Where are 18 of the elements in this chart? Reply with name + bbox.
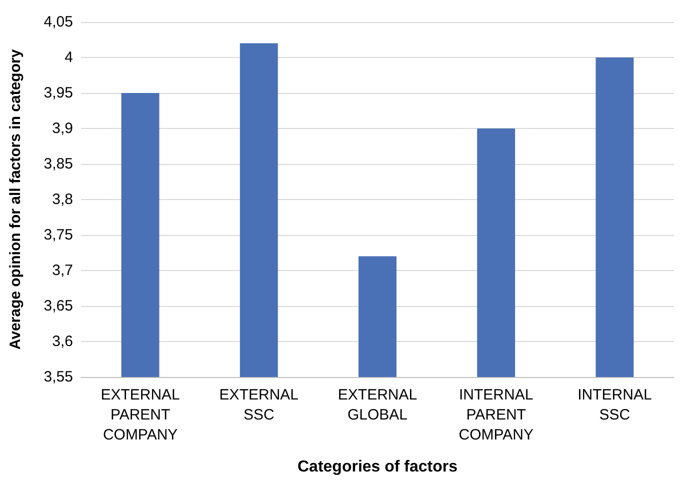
x-tick-label: EXTERNAL SSC xyxy=(219,386,298,424)
y-tick-label: 3,7 xyxy=(52,262,73,279)
y-tick-label: 3,8 xyxy=(52,191,73,208)
y-tick-label: 3,65 xyxy=(44,298,73,314)
x-tick-label: INTERNAL PARENT COMPANY xyxy=(458,386,534,444)
y-tick-label: 4 xyxy=(64,49,73,66)
y-tick-label: 3,85 xyxy=(44,156,73,172)
y-axis-title: Average opinion for all factors in category xyxy=(7,48,24,350)
y-tick-label: 3,6 xyxy=(52,333,73,350)
x-tick-label: EXTERNAL GLOBAL xyxy=(338,386,418,424)
y-tick-label: 3,55 xyxy=(44,368,73,386)
y-tick-label: 3,9 xyxy=(52,120,73,137)
y-tick-label: 3,95 xyxy=(44,84,73,102)
x-tick-label: INTERNAL SSC xyxy=(578,386,652,424)
y-tick-label: 3,75 xyxy=(44,226,73,244)
y-tick-label: 4,05 xyxy=(44,14,73,30)
x-tick-label: EXTERNAL PARENT COMPANY xyxy=(100,386,180,444)
x-axis-title: Categories of factors xyxy=(297,458,458,476)
